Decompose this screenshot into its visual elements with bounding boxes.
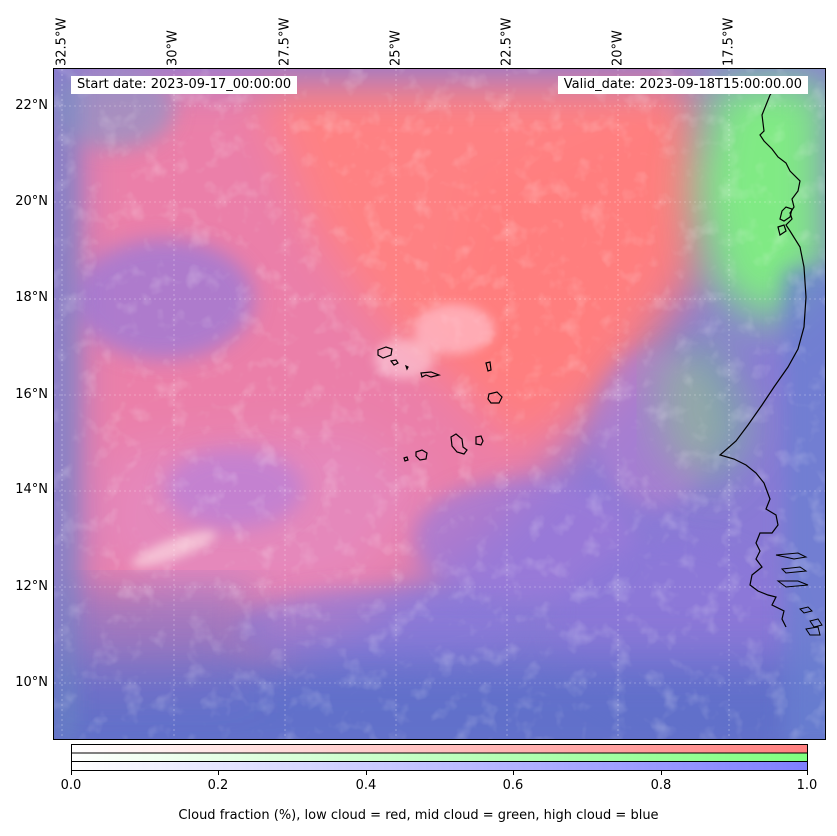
lon-label-22-5w: 22.5°W — [499, 17, 515, 66]
island-sal — [485, 361, 492, 372]
graticule — [54, 69, 825, 739]
colorbar-tick-label-5: 1.0 — [796, 778, 818, 793]
lat-label-14n: 14°N — [15, 482, 48, 497]
island-fogo — [415, 449, 428, 461]
colorbar-tick-2 — [366, 771, 367, 775]
lat-label-18n: 18°N — [15, 290, 48, 305]
bissagos-islands — [799, 606, 823, 636]
coast-inlet-south — [777, 224, 787, 236]
gambia-river — [775, 552, 809, 588]
lat-label-16n: 16°N — [15, 387, 48, 402]
colorbar-tick-5 — [807, 771, 808, 775]
african-coastline — [718, 76, 807, 628]
lon-label-17-5w: 17.5°W — [721, 17, 737, 66]
island-santa-luzia — [404, 364, 409, 371]
colorbar-mid-cloud — [71, 752, 808, 762]
lat-label-22n: 22°N — [15, 98, 48, 113]
colorbar-tick-0 — [71, 771, 72, 775]
map-canvas — [54, 69, 825, 739]
island-sao-nicolau — [420, 371, 442, 378]
island-brava — [403, 456, 409, 462]
lon-label-20w: 20°W — [610, 30, 626, 66]
colorbar-tick-1 — [218, 771, 219, 775]
lat-label-20n: 20°N — [15, 194, 48, 209]
cloud-texture — [54, 69, 825, 739]
lon-label-25w: 25°W — [388, 30, 404, 66]
island-santo-antao — [377, 346, 393, 359]
colorbar-low-cloud — [71, 744, 808, 754]
cape-verde-islands — [377, 346, 503, 462]
lat-label-10n: 10°N — [15, 675, 48, 690]
colorbar-tick-label-0: 0.0 — [60, 778, 82, 793]
valid-date-label: Valid_date: 2023-09-18T15:00:00.00 — [557, 76, 808, 94]
colorbar — [71, 744, 808, 771]
island-boa-vista — [487, 391, 503, 404]
island-sao-vicente — [389, 359, 399, 366]
lon-label-32-5w: 32.5°W — [54, 17, 70, 66]
lon-label-27-5w: 27.5°W — [277, 17, 293, 66]
colorbar-tick-label-2: 0.4 — [355, 778, 377, 793]
colorbar-svg — [71, 744, 808, 771]
island-santiago — [450, 433, 468, 455]
island-maio — [475, 435, 484, 446]
colorbar-tick-label-1: 0.2 — [207, 778, 229, 793]
colorbar-tick-3 — [513, 771, 514, 775]
lat-label-12n: 12°N — [15, 579, 48, 594]
start-date-label: Start date: 2023-09-17_00:00:00 — [71, 76, 298, 94]
colorbar-tick-label-3: 0.6 — [502, 778, 524, 793]
colorbar-tick-label-4: 0.8 — [650, 778, 672, 793]
colorbar-label: Cloud fraction (%), low cloud = red, mid… — [178, 808, 659, 823]
colorbar-high-cloud — [71, 761, 808, 771]
lon-label-30w: 30°W — [165, 30, 181, 66]
coast-inlet-north — [779, 206, 793, 222]
colorbar-tick-4 — [661, 771, 662, 775]
cloud-fraction-map — [53, 68, 826, 740]
